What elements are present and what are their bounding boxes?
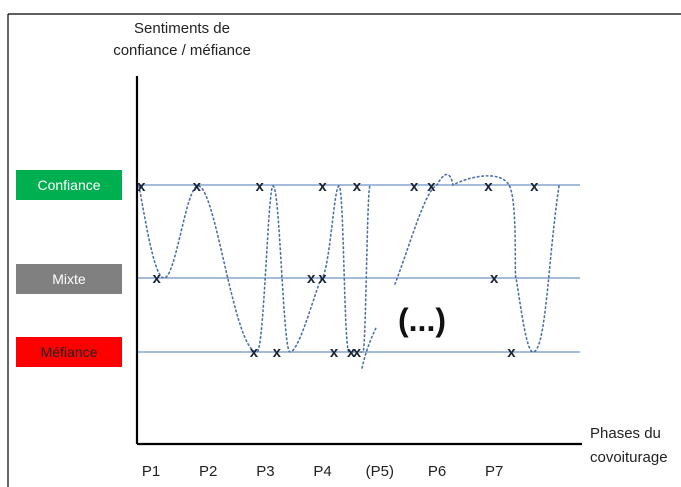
level-box-mixte [16, 264, 122, 294]
level-label-confiance: Confiance [37, 177, 100, 193]
data-point-marker: x [530, 178, 539, 195]
x-tick-label: P7 [485, 463, 503, 480]
data-point-marker: x [484, 178, 493, 195]
data-point-marker: x [250, 344, 259, 361]
data-point-marker: x [273, 344, 282, 361]
x-axis-title-line-2: covoiturage [590, 449, 668, 466]
level-label-mixte: Mixte [52, 271, 86, 287]
data-point-marker: x [490, 270, 499, 287]
x-tick-label: P6 [428, 463, 446, 480]
data-point-marker: x [318, 178, 327, 195]
data-point-marker: x [353, 178, 362, 195]
level-box-confiance [16, 170, 122, 200]
level-box-mefiance [16, 337, 122, 367]
data-point-marker: x [353, 344, 362, 361]
data-point-marker: x [307, 270, 316, 287]
x-tick-label: P1 [142, 463, 160, 480]
x-tick-label: P2 [199, 463, 217, 480]
ellipsis-annotation: (...) [398, 302, 446, 338]
y-axis-title-line-1: Sentiments de [134, 20, 230, 37]
data-point-marker: x [347, 344, 356, 361]
y-axis-title-line-2: confiance / méfiance [113, 42, 251, 59]
data-point-marker: x [427, 178, 436, 195]
data-point-marker: x [318, 270, 327, 287]
data-point-marker: x [137, 178, 146, 195]
trend-curve-tail [361, 327, 377, 369]
data-point-marker: x [153, 270, 162, 287]
data-point-marker: x [193, 178, 202, 195]
x-axis-title-line-1: Phases du [590, 425, 661, 442]
data-point-marker: x [507, 344, 516, 361]
x-tick-label: P4 [313, 463, 331, 480]
data-point-marker: x [410, 178, 419, 195]
x-tick-label: P3 [256, 463, 274, 480]
data-point-marker: x [256, 178, 265, 195]
data-point-marker: x [330, 344, 339, 361]
trend-curve-part-2 [394, 173, 560, 353]
x-tick-label: (P5) [366, 463, 394, 480]
level-label-mefiance: Méfiance [41, 344, 98, 360]
trend-curve-part-1 [138, 185, 371, 353]
